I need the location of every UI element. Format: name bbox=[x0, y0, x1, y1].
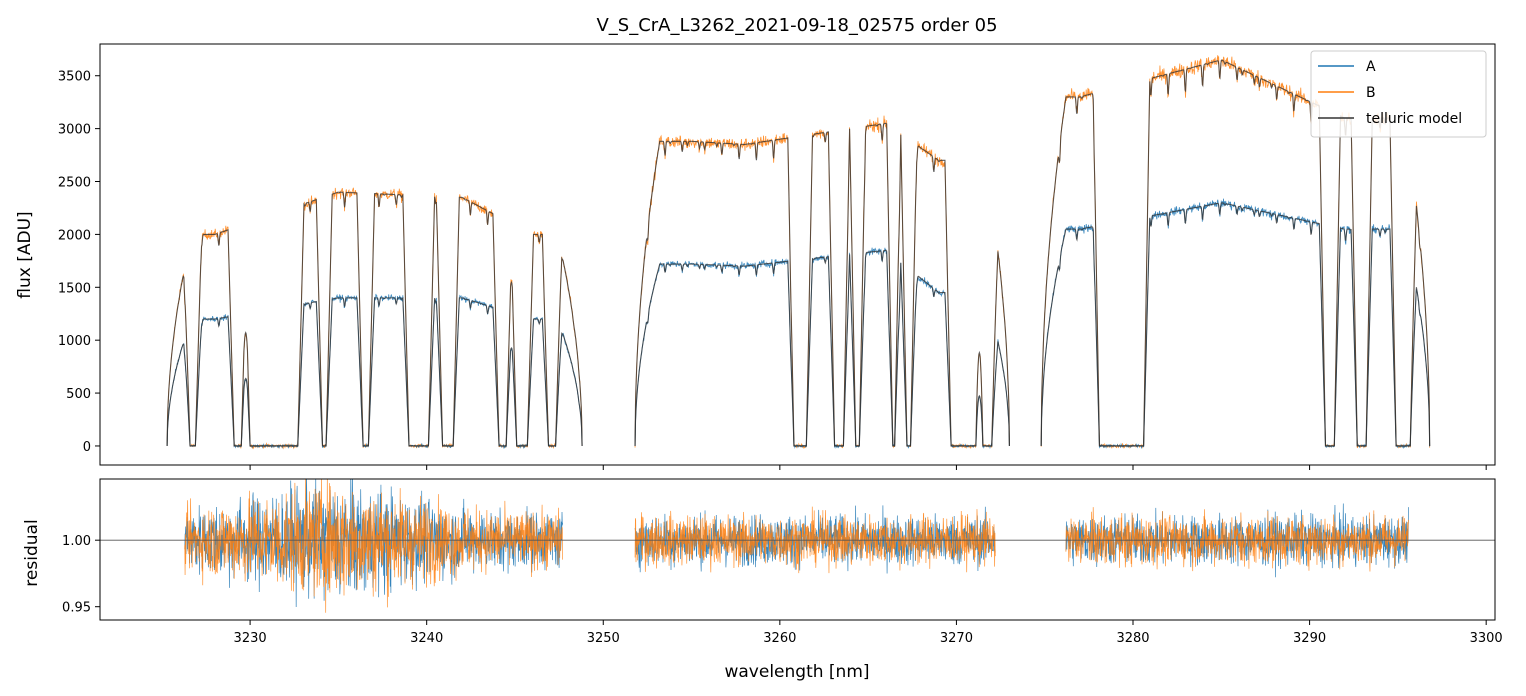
residual-xtick-label: 3250 bbox=[587, 631, 620, 646]
legend-frame bbox=[1310, 50, 1487, 138]
residual-xtick-label: 3290 bbox=[1293, 631, 1326, 646]
legend-label-a: A bbox=[1366, 59, 1376, 75]
residual-axis-ticks: 3230 3240 3250 3260 3270 3280 3290 3300 0.95 1.00 bbox=[62, 534, 1503, 646]
residual-xtick-label: 3280 bbox=[1116, 631, 1149, 646]
telluric-model-a bbox=[166, 202, 1431, 447]
flux-panel-frame bbox=[99, 43, 1496, 466]
residual-series bbox=[100, 479, 1495, 613]
flux-axis-ticks: 0 500 1000 1500 2000 2500 3000 3500 bbox=[58, 70, 1487, 470]
flux-ylabel: flux [ADU] bbox=[15, 211, 35, 298]
flux-series bbox=[166, 55, 1431, 450]
residual-xtick-label: 3260 bbox=[763, 631, 796, 646]
residual-ylabel: residual bbox=[22, 519, 42, 586]
residual-ytick-label: 0.95 bbox=[62, 601, 91, 616]
residual-xtick-label: 3300 bbox=[1470, 631, 1503, 646]
flux-ytick-label: 1500 bbox=[58, 281, 91, 296]
flux-ytick-label: 1000 bbox=[58, 334, 91, 349]
flux-ytick-label: 3500 bbox=[58, 70, 91, 85]
legend-label-telluric: telluric model bbox=[1366, 111, 1462, 127]
residual-xtick-label: 3270 bbox=[940, 631, 973, 646]
flux-ytick-label: 2000 bbox=[58, 228, 91, 243]
legend-label-b: B bbox=[1366, 85, 1376, 101]
telluric-model-b bbox=[166, 59, 1431, 447]
residual-panel-frame bbox=[99, 478, 1496, 621]
flux-ytick-label: 3000 bbox=[58, 123, 91, 138]
flux-ytick-label: 500 bbox=[66, 387, 91, 402]
series-b-flux bbox=[166, 55, 1431, 450]
residual-panel: 3230 3240 3250 3260 3270 3280 3290 3300 0.95 1.00… bbox=[22, 478, 1503, 682]
residual-xtick-label: 3240 bbox=[410, 631, 443, 646]
chart-title: V_S_CrA_L3262_2021-09-18_02575 order 05 bbox=[596, 15, 997, 36]
residual-ytick-label: 1.00 bbox=[62, 534, 91, 549]
legend: A B telluric model bbox=[1310, 50, 1487, 138]
series-b-residual bbox=[184, 479, 1409, 613]
series-a-flux bbox=[166, 198, 1431, 450]
flux-ytick-label: 2500 bbox=[58, 176, 91, 191]
x-axis-label: wavelength [nm] bbox=[724, 662, 869, 682]
residual-xtick-label: 3230 bbox=[234, 631, 267, 646]
flux-ytick-label: 0 bbox=[83, 440, 91, 455]
